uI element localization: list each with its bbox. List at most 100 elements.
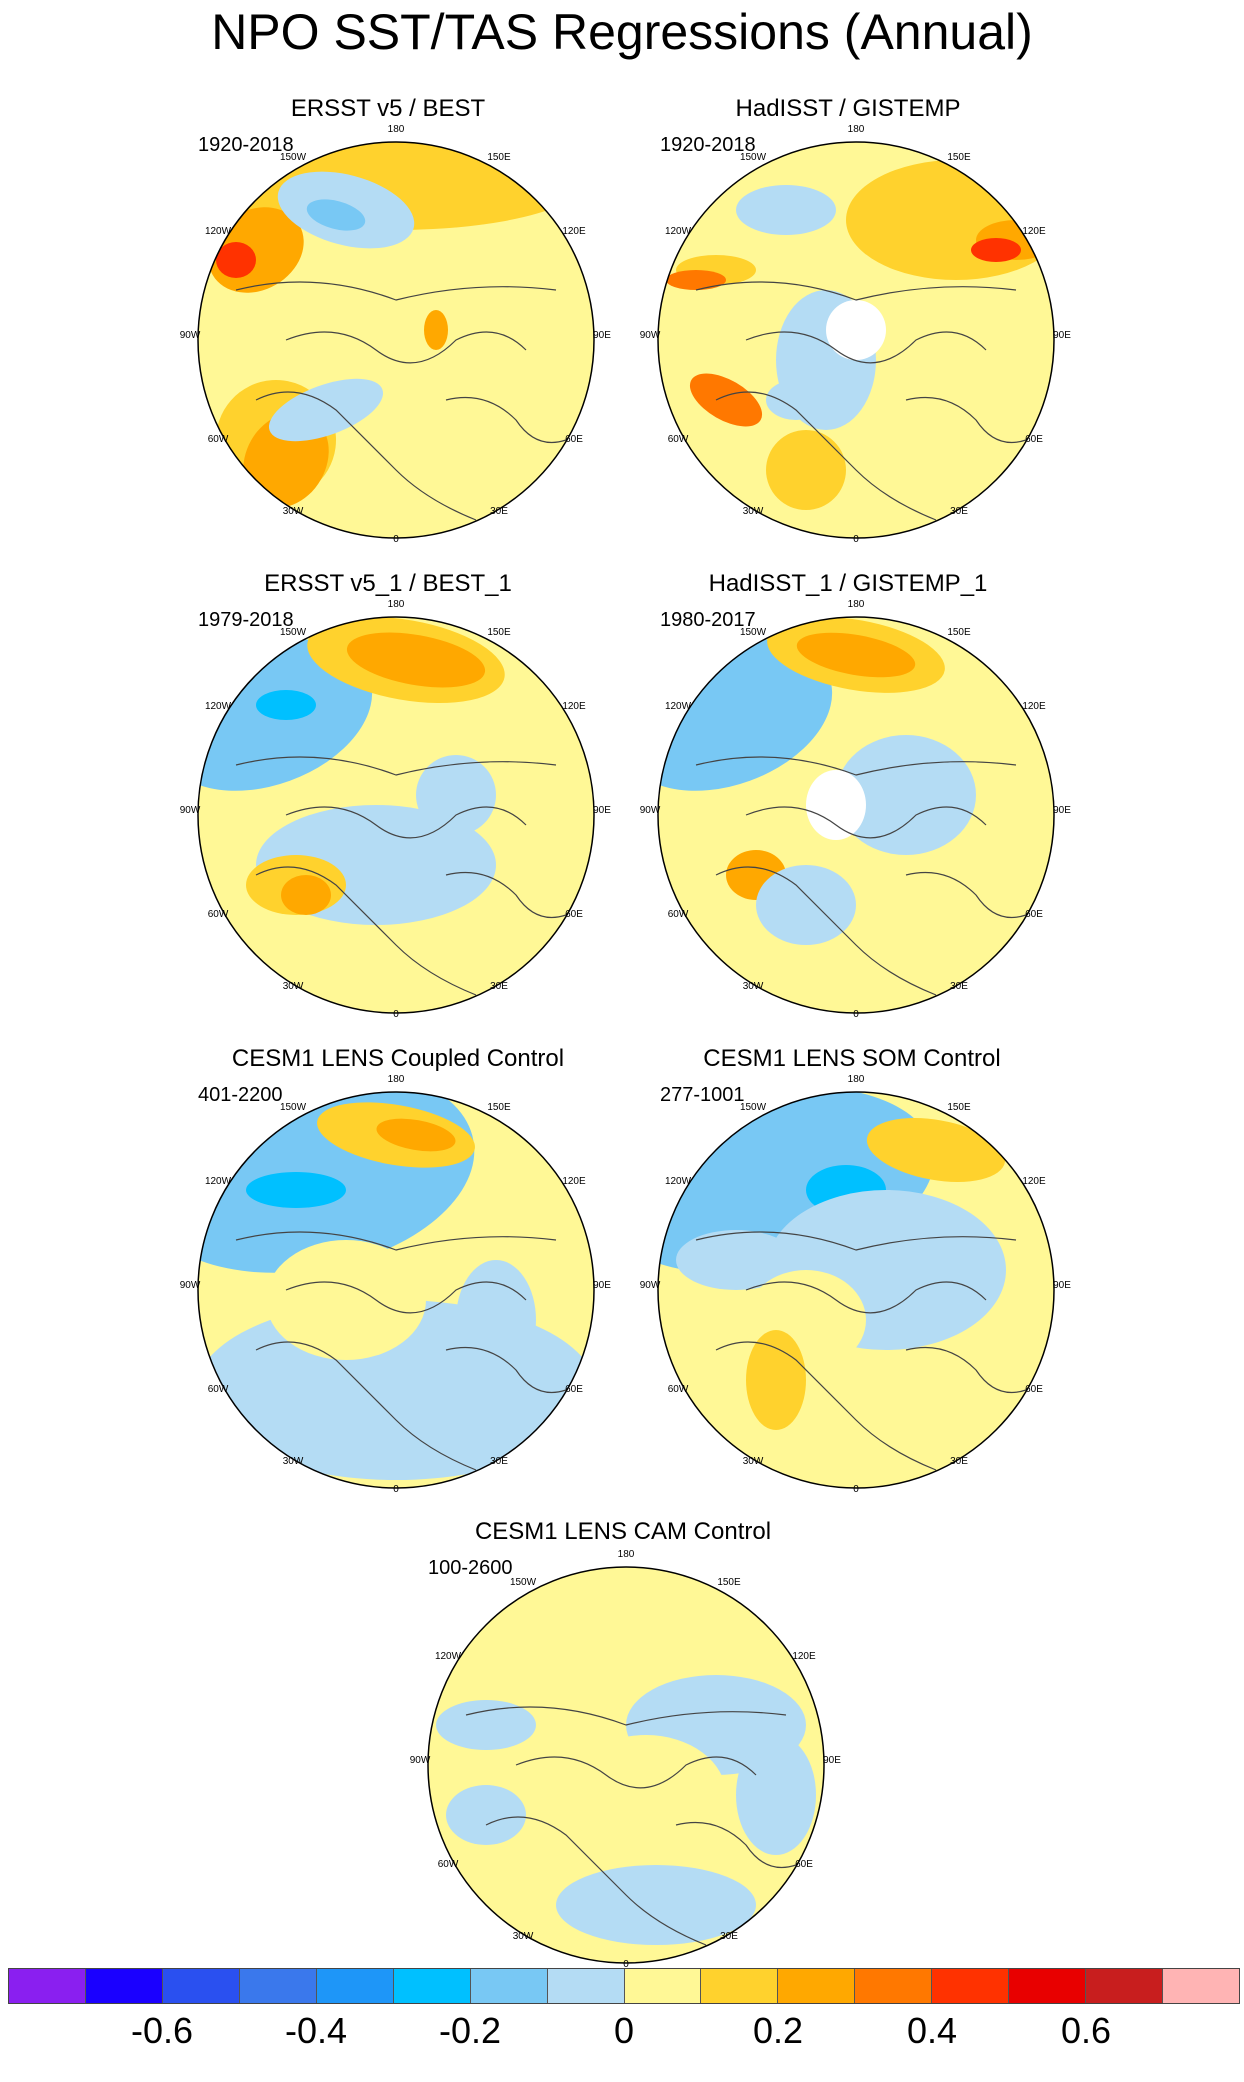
coastline (695, 281, 1017, 301)
map-lon-label: 60W (667, 1384, 689, 1395)
coastline (745, 331, 987, 364)
anomaly-region (736, 1735, 816, 1855)
coastline (515, 1756, 757, 1789)
map-border (197, 1091, 595, 1489)
map-lon-label: 30E (490, 1456, 508, 1467)
map-lon-label: 60W (207, 909, 229, 920)
coastline (905, 1346, 1027, 1394)
coastline (235, 281, 557, 301)
coastline (695, 756, 1017, 776)
map-lon-label: 90W (639, 330, 661, 341)
map-lon-label: 120E (1022, 1176, 1046, 1187)
map-lon-label: 30E (950, 981, 968, 992)
panel-title-hadisst1: HadISST_1 / GISTEMP_1 (708, 570, 988, 597)
map-lon-label: 60W (667, 434, 689, 445)
anomaly-region (846, 160, 1054, 280)
map-lon-label: 90E (593, 1280, 611, 1291)
colorbar-box (85, 1969, 163, 2003)
coastline (255, 391, 477, 521)
polar-map-ersst (196, 140, 596, 540)
map-lon-label: 30E (950, 1456, 968, 1467)
map-lon-label: 0 (393, 534, 399, 545)
map-lon-label: 0 (853, 1009, 859, 1020)
map-svg (657, 1091, 1055, 1489)
map-lon-label: 150W (739, 627, 767, 638)
map-lon-label: 180 (847, 599, 865, 610)
anomaly-region (246, 1172, 346, 1208)
anomaly-region (689, 373, 763, 427)
map-lon-label: 60W (207, 434, 229, 445)
map-lon-label: 30W (512, 1931, 534, 1942)
panel-period-hadisst1: 1980-2017 (660, 609, 756, 631)
map-lon-label: 120W (664, 1176, 692, 1187)
map-lon-label: 120W (664, 226, 692, 237)
map-svg (427, 1566, 825, 1964)
colorbar-box (778, 1969, 856, 2003)
map-lon-label: 180 (387, 1074, 405, 1085)
panel-period-coupled: 401-2200 (198, 1084, 283, 1106)
map-lon-label: 90W (179, 1280, 201, 1291)
colorbar-box (932, 1969, 1010, 2003)
map-lon-label: 180 (387, 124, 405, 135)
map-lon-label: 120E (792, 1651, 816, 1662)
coastline (905, 396, 1027, 444)
figure-title: NPO SST/TAS Regressions (Annual) (211, 4, 1033, 60)
coastline (715, 1341, 937, 1471)
colorbar-box (239, 1969, 317, 2003)
map-lon-label: 120W (664, 701, 692, 712)
panel-period-hadisst: 1920-2018 (660, 134, 756, 156)
coastline (445, 1346, 567, 1394)
coastline (255, 1341, 477, 1471)
anomaly-region (866, 1118, 1006, 1182)
colorbar-box (547, 1969, 625, 2003)
map-lon-label: 90E (1053, 805, 1071, 816)
colorbar-box (9, 1969, 86, 2003)
anomaly-region (306, 199, 366, 231)
coastline (285, 331, 527, 364)
coastline (715, 391, 937, 521)
colorbar-box (1009, 1969, 1087, 2003)
map-lon-label: 90E (1053, 1280, 1071, 1291)
map-lon-label: 30W (742, 1456, 764, 1467)
colorbar-label: -0.2 (438, 2010, 502, 2051)
map-lon-label: 0 (623, 1959, 629, 1970)
anomaly-region (756, 865, 856, 945)
coastline (445, 871, 567, 919)
colorbar-label: 0 (613, 2010, 635, 2051)
map-lon-label: 150E (487, 1102, 511, 1113)
panel-title-ersst1: ERSST v5_1 / BEST_1 (264, 570, 512, 597)
map-lon-label: 120E (1022, 701, 1046, 712)
anomaly-region (456, 1260, 536, 1380)
anomaly-region (376, 1118, 456, 1152)
map-lon-label: 0 (393, 1009, 399, 1020)
anomaly-region (766, 380, 826, 420)
anomaly-region (416, 755, 496, 835)
map-border (197, 616, 595, 1014)
map-lon-label: 150W (739, 1102, 767, 1113)
map-lon-label: 90E (593, 805, 611, 816)
colorbar-label: -0.4 (284, 2010, 348, 2051)
panel-title-som: CESM1 LENS SOM Control (703, 1045, 1001, 1072)
map-lon-label: 30W (282, 981, 304, 992)
anomaly-region (424, 310, 448, 350)
map-lon-label: 180 (387, 599, 405, 610)
coastline (235, 1231, 557, 1251)
map-border (657, 616, 1055, 1014)
colorbar-box (1086, 1969, 1164, 2003)
map-lon-label: 30W (282, 506, 304, 517)
anomaly-region (268, 378, 384, 442)
map-lon-label: 120E (562, 1176, 586, 1187)
polar-map-hadisst1 (656, 615, 1056, 1015)
map-lon-label: 120E (562, 701, 586, 712)
coastline (285, 806, 527, 839)
colorbar-label: -0.6 (130, 2010, 194, 2051)
map-lon-label: 150E (947, 627, 971, 638)
map-border (427, 1566, 825, 1964)
map-lon-label: 120W (204, 226, 232, 237)
map-lon-label: 30E (720, 1931, 738, 1942)
anomaly-region (216, 242, 256, 278)
colorbar-label: 0.2 (752, 2010, 804, 2051)
map-lon-label: 90E (823, 1755, 841, 1766)
map-lon-label: 150E (487, 627, 511, 638)
map-lon-label: 120E (1022, 226, 1046, 237)
